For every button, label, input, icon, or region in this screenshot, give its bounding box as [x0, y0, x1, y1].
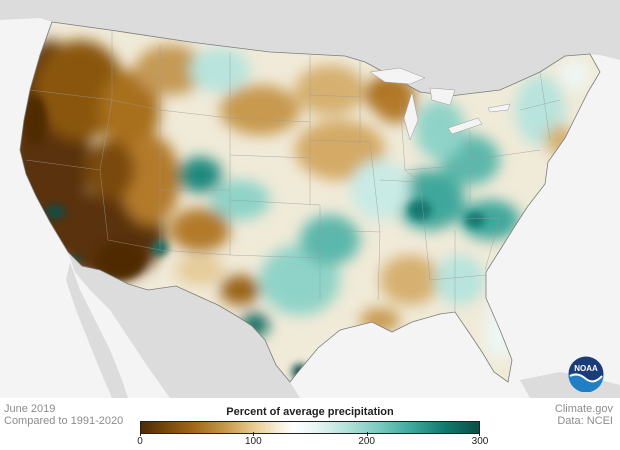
month-label: June 2019 — [4, 403, 56, 415]
legend-tick-label: 200 — [358, 436, 375, 447]
noaa-logo-icon: NOAA — [568, 356, 604, 392]
legend-tick-label: 300 — [471, 436, 489, 447]
baseline-label: Compared to 1991-2020 — [4, 415, 124, 427]
source-label: Climate.gov — [554, 403, 613, 415]
legend-tick-mark — [366, 432, 368, 436]
legend-tick-mark — [140, 432, 141, 436]
legend-colorbar — [140, 421, 480, 434]
noaa-logo-text: NOAA — [574, 364, 598, 373]
legend-tick-label: 100 — [244, 436, 262, 447]
legend-tick-mark — [253, 432, 255, 436]
legend-title: Percent of average precipitation — [226, 406, 394, 418]
cuba-landmass — [520, 372, 620, 398]
mexico-landmass — [68, 252, 300, 398]
precipitation-map — [0, 0, 620, 398]
canada-landmass — [0, 0, 620, 96]
legend-tick-label: 0 — [137, 436, 143, 447]
data-credit-label: Data: NCEI — [557, 415, 613, 427]
map-area: NOAA — [0, 0, 620, 398]
us-outline — [19, 21, 601, 383]
great-lakes — [369, 67, 511, 141]
state-borders — [25, 30, 561, 312]
baja-peninsula — [66, 262, 128, 398]
legend-tick-mark — [479, 432, 480, 436]
